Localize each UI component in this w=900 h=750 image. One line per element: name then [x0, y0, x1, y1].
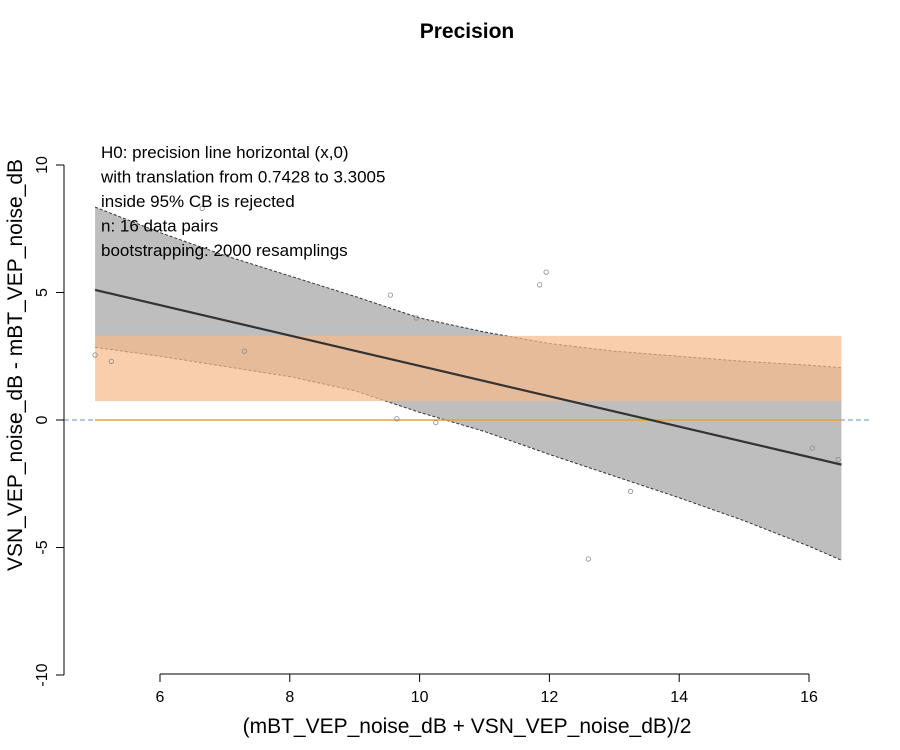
regression-line	[94, 288, 842, 466]
y-tick-label: 5	[34, 288, 51, 297]
data-point	[585, 556, 591, 562]
x-tick-label: 16	[800, 689, 818, 706]
y-axis-label: VSN_VEP_noise_dB - mBT_VEP_noise_dB	[4, 159, 27, 571]
annotation-line: n: 16 data pairs	[101, 217, 218, 236]
translation-band	[95, 335, 842, 402]
y-tick-label: -10	[34, 663, 51, 686]
data-point	[108, 358, 114, 364]
data-point	[199, 205, 205, 211]
x-tick-label: 6	[156, 689, 165, 706]
data-point	[543, 269, 549, 275]
data-point	[241, 348, 247, 354]
annotation-line: with translation from 0.7428 to 3.3005	[100, 168, 385, 187]
chart-title: Precision	[420, 20, 515, 43]
annotation-block: H0: precision line horizontal (x,0) with …	[100, 143, 385, 260]
x-tick-label: 14	[670, 689, 688, 706]
y-tick-label: -5	[34, 540, 51, 554]
data-point	[627, 488, 634, 494]
annotation-line: H0: precision line horizontal (x,0)	[101, 143, 349, 162]
data-point	[433, 419, 439, 426]
axes: 6 8 10 12 14 16 -10 -5 0 5 10	[34, 156, 818, 706]
data-point	[809, 445, 815, 451]
x-tick-label: 10	[411, 689, 429, 706]
annotation-line: inside 95% CB is rejected	[101, 192, 295, 211]
data-point	[387, 292, 393, 298]
data-point	[413, 315, 419, 321]
data-point	[537, 282, 543, 288]
plot-area	[64, 205, 870, 562]
data-point	[394, 416, 400, 422]
annotation-line: bootstrapping: 2000 resamplings	[101, 241, 348, 260]
y-tick-label: 0	[34, 415, 51, 424]
x-axis-label: (mBT_VEP_noise_dB + VSN_VEP_noise_dB)/2	[243, 715, 692, 738]
x-tick-label: 12	[541, 689, 559, 706]
data-point	[835, 456, 841, 463]
y-tick-label: 10	[34, 156, 51, 174]
x-tick-label: 8	[285, 689, 294, 706]
data-point	[92, 352, 98, 358]
